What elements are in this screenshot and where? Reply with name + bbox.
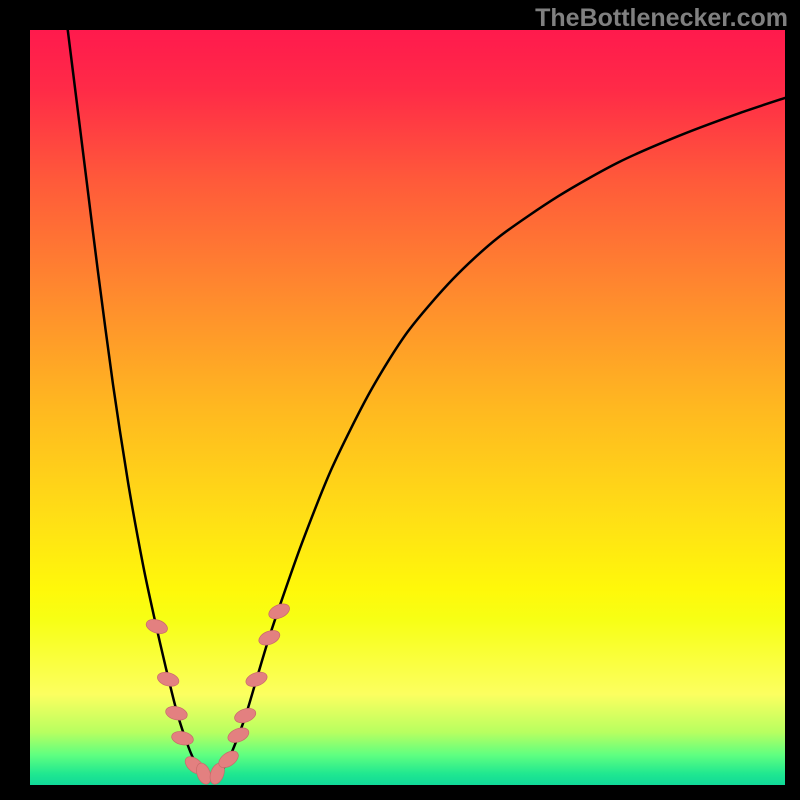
source-watermark: TheBottlenecker.com	[535, 4, 788, 33]
chart-frame: TheBottlenecker.com	[0, 0, 800, 800]
curve-marker	[156, 670, 181, 689]
curve-marker	[226, 725, 251, 745]
chart-svg	[0, 0, 800, 800]
curve-marker	[170, 730, 194, 747]
curve-marker	[144, 617, 169, 636]
curve-marker	[257, 628, 282, 648]
curve-marker	[233, 706, 258, 726]
curve-marker	[164, 704, 188, 722]
curve-marker	[244, 669, 269, 689]
bottleneck-curve	[68, 30, 785, 776]
